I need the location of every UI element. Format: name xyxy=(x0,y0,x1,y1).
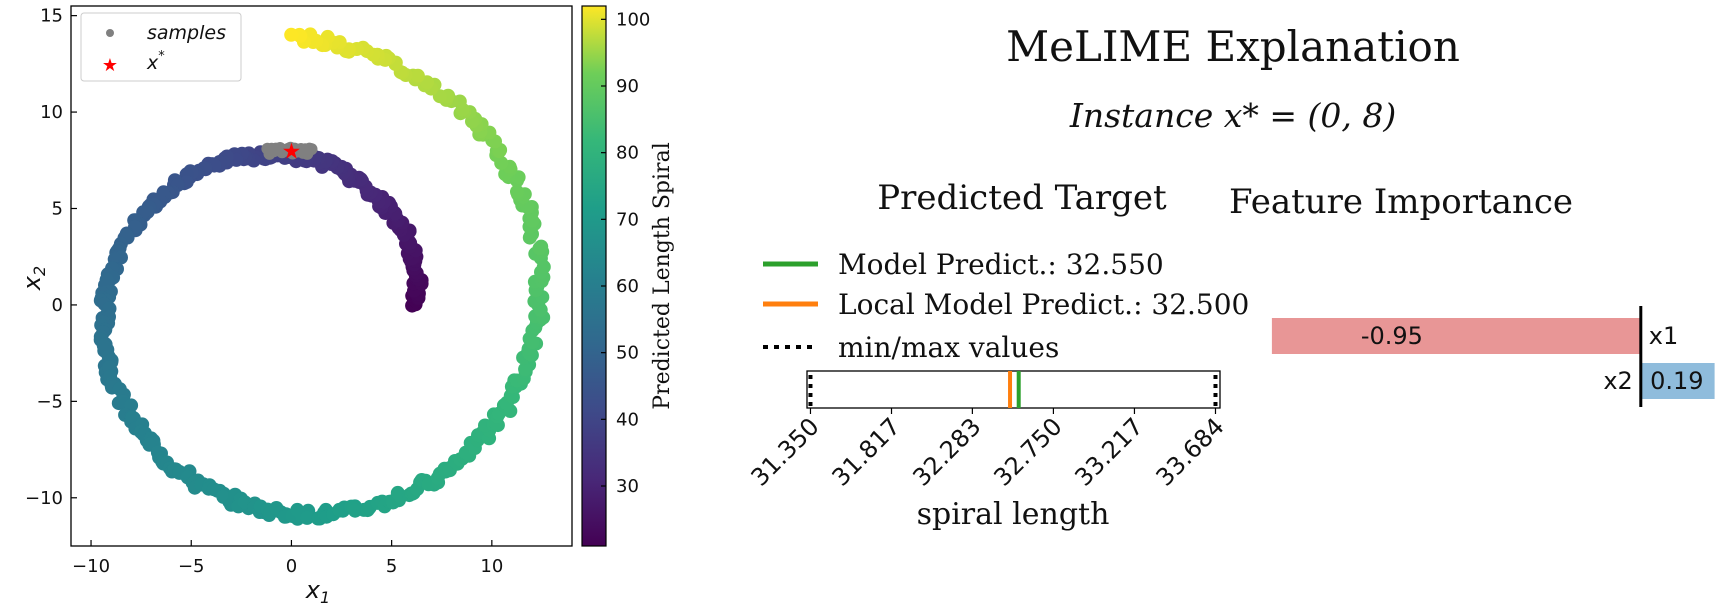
spiral-point xyxy=(525,335,540,350)
spiral-scatter-plot: ★ −10 −5 0 5 10 −10 −5 0 5 10 15 x1 x2 samples ★ … xyxy=(18,5,573,605)
legend-local-label: Local Model Predict.: 32.500 xyxy=(838,288,1249,321)
spiral-point xyxy=(410,68,425,83)
pred-tick-label: 32.750 xyxy=(988,412,1067,491)
x-tick-label: 0 xyxy=(286,556,297,577)
feature-bar-x1 xyxy=(1271,318,1641,354)
feature-importance-bars: -0.95 x1 0.19 x2 xyxy=(1271,306,1715,407)
sample-point xyxy=(305,143,318,156)
x-tick-label: 5 xyxy=(386,556,397,577)
scatter-y-axis-label: x2 xyxy=(18,266,49,291)
feature-value-label: -0.95 xyxy=(1361,322,1423,350)
colorbar-ticks: 30 40 50 60 70 80 90 100 xyxy=(601,9,650,497)
spiral-point xyxy=(532,241,547,256)
scatter-y-ticks: −10 −5 0 5 10 15 xyxy=(25,6,77,509)
pred-tick-label: 32.283 xyxy=(907,412,986,491)
pred-tick-label: 31.817 xyxy=(827,412,906,491)
y-tick-label: 0 xyxy=(52,295,63,316)
y-tick-label: 10 xyxy=(40,102,63,123)
legend-xstar-label: x* xyxy=(146,49,165,74)
colorbar-tick-label: 50 xyxy=(616,343,639,364)
x-tick-label: −5 xyxy=(178,556,205,577)
pred-tick-label: 33.217 xyxy=(1070,412,1149,491)
colorbar: 30 40 50 60 70 80 90 100 Predicted Length Spira… xyxy=(581,5,675,547)
y-tick-label: −5 xyxy=(36,391,63,412)
predicted-target-axes xyxy=(806,370,1221,409)
colorbar-tick-label: 80 xyxy=(616,143,639,164)
legend-minmax-label: min/max values xyxy=(838,331,1059,364)
xstar-marker: ★ xyxy=(282,140,302,165)
sample-points xyxy=(261,141,318,160)
scatter-axes-frame xyxy=(70,5,573,547)
predicted-target-marks xyxy=(808,371,1218,408)
spiral-point xyxy=(522,230,537,245)
colorbar-label: Predicted Length Spiral xyxy=(650,142,675,409)
spiral-points xyxy=(93,27,551,526)
feature-name-label: x2 xyxy=(1603,367,1632,395)
predicted-target-ticks: 31.350 31.817 32.283 32.750 33.217 33.684 xyxy=(746,408,1230,492)
spiral-point xyxy=(300,510,315,525)
colorbar-tick-label: 40 xyxy=(616,409,639,430)
melime-title: MeLIME Explanation xyxy=(1006,22,1460,71)
pred-tick-label: 33.684 xyxy=(1151,412,1230,491)
pred-tick-label: 31.350 xyxy=(746,412,825,491)
spiral-point xyxy=(390,485,405,500)
feature-importance-title: Feature Importance xyxy=(1229,182,1573,222)
scatter-legend: samples ★ x* xyxy=(80,12,242,82)
x-tick-label: −10 xyxy=(72,556,110,577)
y-tick-label: −10 xyxy=(25,488,63,509)
y-tick-label: 15 xyxy=(40,6,63,27)
spiral-point xyxy=(518,362,533,377)
feature-name-label: x1 xyxy=(1649,322,1678,350)
legend-model-label: Model Predict.: 32.550 xyxy=(838,248,1164,281)
spiral-point xyxy=(510,184,524,199)
colorbar-tick-label: 90 xyxy=(616,76,639,97)
x-tick-label: 10 xyxy=(480,556,503,577)
predicted-target-legend: Model Predict.: 32.550 Local Model Predi… xyxy=(763,248,1249,364)
feature-bar-x2 xyxy=(1640,363,1715,399)
scatter-x-ticks: −10 −5 0 5 10 xyxy=(72,540,503,577)
spiral-point xyxy=(284,27,299,42)
y-tick-label: 5 xyxy=(52,199,63,220)
colorbar-tick-label: 70 xyxy=(616,209,639,230)
spiral-point xyxy=(125,410,139,425)
colorbar-tick-label: 100 xyxy=(616,9,650,30)
legend-samples-marker xyxy=(106,29,114,37)
feature-value-label: 0.19 xyxy=(1650,367,1703,395)
predicted-target-x-label: spiral length xyxy=(917,497,1110,532)
scatter-x-axis-label: x1 xyxy=(305,576,330,605)
legend-xstar-marker: ★ xyxy=(102,55,118,76)
legend-samples-label: samples xyxy=(147,22,226,44)
colorbar-tick-label: 60 xyxy=(616,276,639,297)
predicted-target-title: Predicted Target xyxy=(877,178,1167,218)
melime-explanation-panel: MeLIME Explanation Instance x* = (0, 8) … xyxy=(746,22,1715,532)
colorbar-gradient xyxy=(581,5,607,547)
colorbar-tick-label: 30 xyxy=(616,476,639,497)
instance-label: Instance x* = (0, 8) xyxy=(1069,96,1396,135)
